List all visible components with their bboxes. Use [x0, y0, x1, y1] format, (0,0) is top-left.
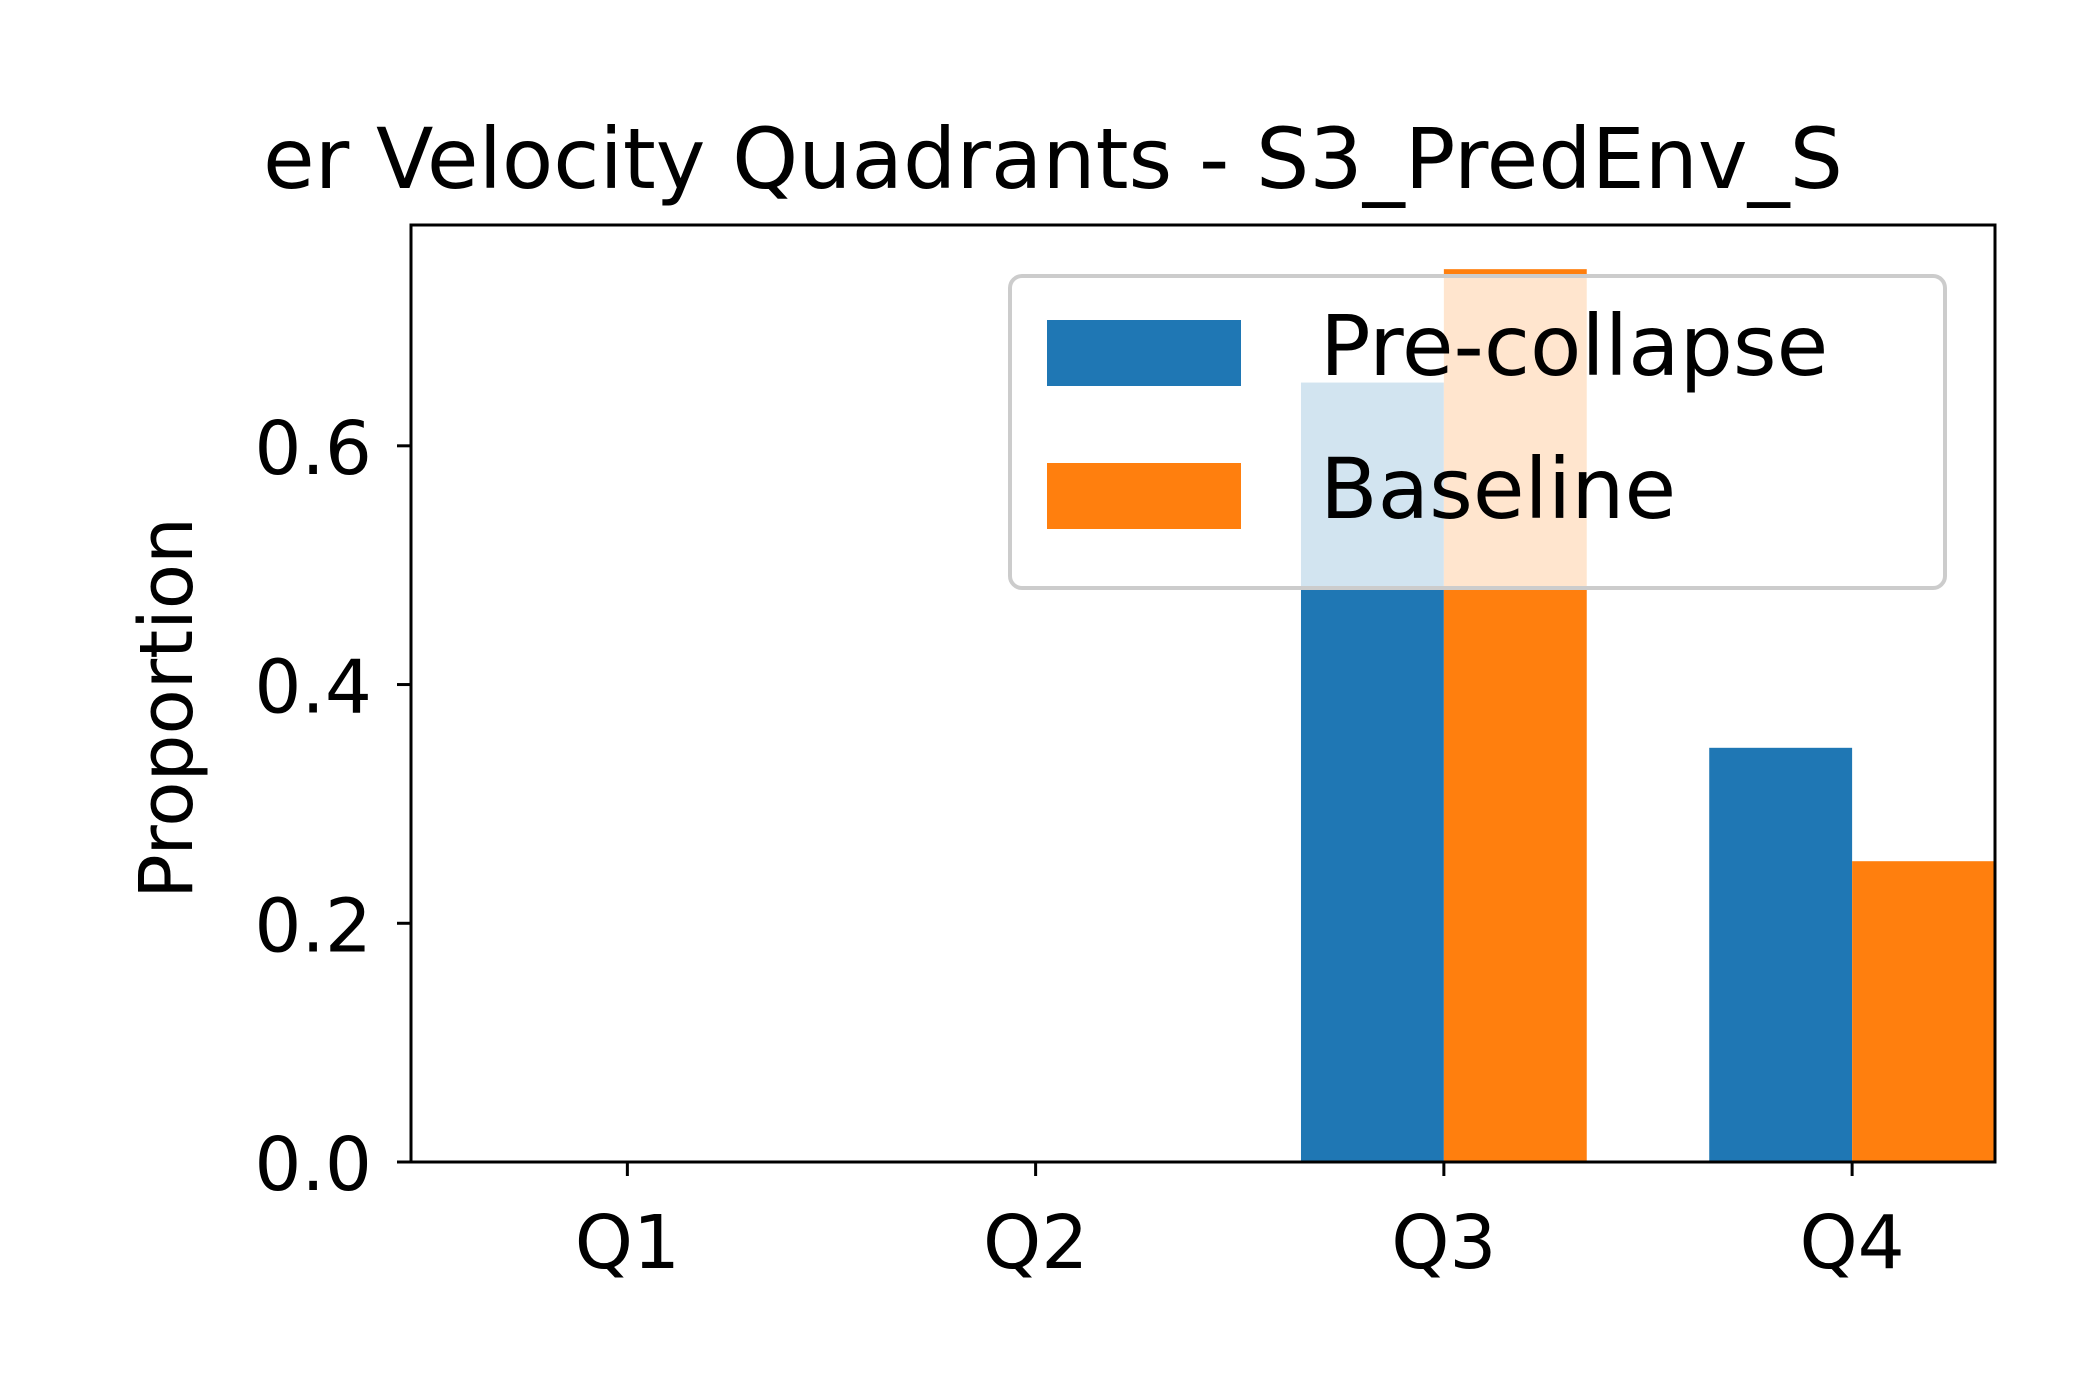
legend-items: Pre-collapse Baseline [1047, 297, 1828, 538]
ticks-layer: Q1 Q2 Q3 Q4 0.0 0.2 0.4 0.6 [254, 406, 1904, 1286]
y-tick-label-0: 0.0 [254, 1122, 372, 1208]
legend: Pre-collapse Baseline [1008, 274, 1947, 590]
legend-swatch-pre-collapse [1047, 320, 1241, 386]
x-tick-label-q1: Q1 [575, 1200, 680, 1286]
y-tick-label-0-2: 0.2 [254, 883, 372, 969]
y-tick-label-0-6: 0.6 [254, 406, 372, 492]
chart-title: er Velocity Quadrants - S3_PredEnv_S [263, 110, 1843, 208]
x-tick-label-q3: Q3 [1391, 1200, 1496, 1286]
bar-pre-collapse-q4 [1709, 747, 1853, 1162]
x-tick-label-q2: Q2 [983, 1200, 1088, 1286]
legend-frame [1008, 274, 1947, 590]
y-axis-label: Proportion [124, 517, 210, 899]
plot-frame [409, 223, 1997, 1164]
axes-layer [409, 223, 1997, 1164]
legend-swatch-baseline [1047, 463, 1241, 529]
legend-label-pre-collapse: Pre-collapse [1320, 297, 1828, 395]
x-tick-label-q4: Q4 [1799, 1200, 1904, 1286]
y-tick-label-0-4: 0.4 [254, 645, 372, 731]
legend-label-baseline: Baseline [1320, 440, 1676, 538]
bar-baseline-q4 [1852, 861, 1995, 1162]
